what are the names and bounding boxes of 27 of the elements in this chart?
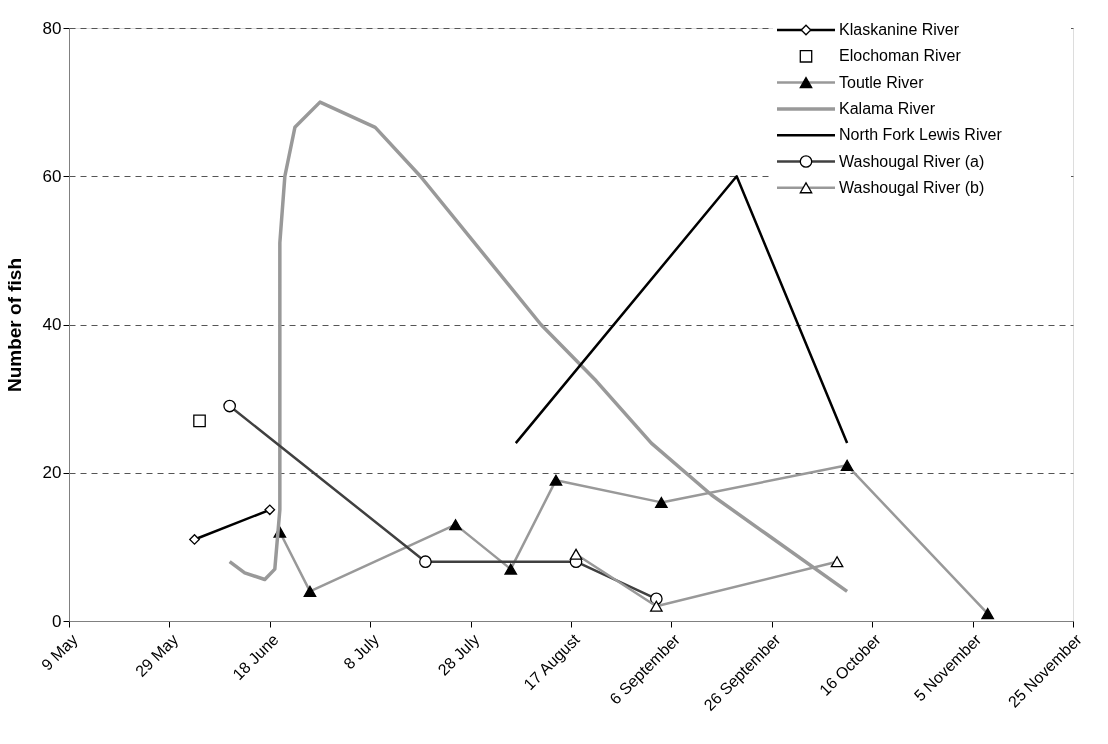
point xyxy=(264,504,276,516)
legend-label: Toutle River xyxy=(839,73,925,91)
point xyxy=(193,414,206,428)
point xyxy=(655,496,668,508)
x-tick-label: 28 July xyxy=(434,630,483,679)
point xyxy=(981,608,995,620)
legend-label: Washougal River (b) xyxy=(839,178,985,196)
legend-label: Elochoman River xyxy=(839,47,962,65)
x-tick-label: 8 July xyxy=(340,630,383,673)
legend-label: North Fork Lewis River xyxy=(839,126,1003,144)
point xyxy=(504,563,518,575)
legend-label: Kalama River xyxy=(839,99,936,117)
y-tick-label: 20 xyxy=(42,463,62,483)
y-tick-label: 60 xyxy=(42,166,62,186)
y-axis-title: Number of fish xyxy=(3,257,25,393)
y-tick-label: 40 xyxy=(42,315,62,334)
point xyxy=(189,534,200,545)
point xyxy=(303,585,317,597)
point xyxy=(840,459,854,471)
y-tick-label: 80 xyxy=(42,18,62,38)
y-tick-label: 0 xyxy=(52,611,62,631)
point xyxy=(549,474,563,486)
point xyxy=(449,519,462,531)
legend-label: Klaskanine River xyxy=(839,21,960,38)
x-tick-label: 9 May xyxy=(37,630,81,674)
x-tick-label: 29 May xyxy=(132,630,182,680)
legend-label: Washougal River (a) xyxy=(839,152,985,170)
